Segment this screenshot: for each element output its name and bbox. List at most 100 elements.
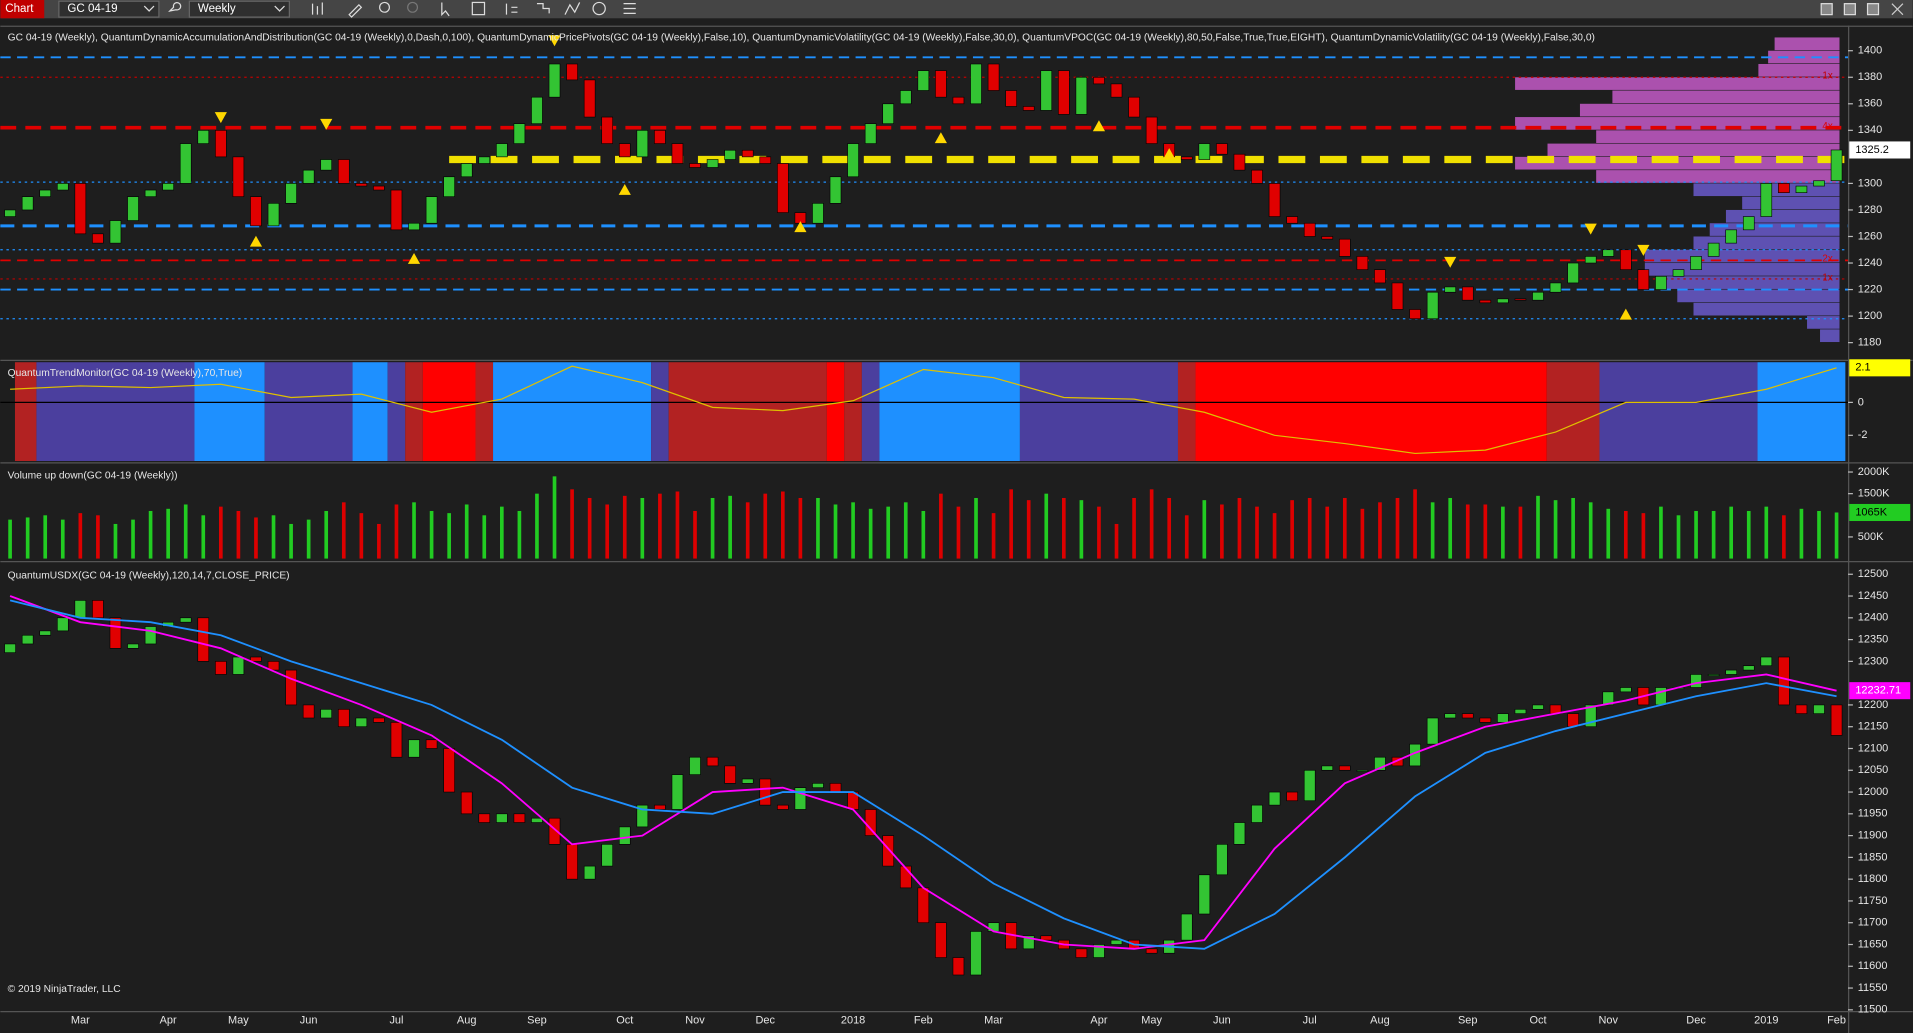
candle (302, 704, 315, 719)
level-label: 4x (1822, 121, 1832, 132)
volume-bar (236, 510, 241, 559)
properties-icon[interactable] (505, 3, 518, 15)
search-icon[interactable] (168, 2, 182, 12)
data-box-icon[interactable] (471, 1, 486, 16)
candle (127, 643, 139, 649)
level-label: 1x (1822, 272, 1832, 283)
candle (285, 669, 297, 706)
bars-icon[interactable] (311, 2, 323, 15)
maximize-button[interactable] (1866, 3, 1880, 16)
volume-bar (254, 517, 258, 559)
candle (706, 756, 719, 767)
candle (566, 63, 578, 81)
candle (777, 163, 789, 213)
candle (1532, 291, 1544, 301)
candle (847, 143, 859, 178)
last-value-box (1849, 359, 1911, 377)
candle (759, 156, 772, 164)
candle (337, 159, 350, 184)
candle (1549, 282, 1562, 293)
pointer-icon[interactable] (441, 2, 450, 17)
reload-icon[interactable] (592, 1, 606, 16)
candle (232, 156, 245, 197)
instrument-label[interactable]: GC 04-19 (67, 3, 117, 15)
candle (1795, 704, 1808, 714)
volume-bar (1606, 508, 1611, 559)
candle (812, 783, 824, 788)
candle (390, 189, 403, 231)
volume-bar (710, 497, 715, 559)
candle (1760, 183, 1773, 217)
y-tick-label: 11650 (1858, 938, 1888, 950)
candle (267, 203, 280, 227)
level-label: 2x (1822, 254, 1832, 265)
close-button[interactable] (1891, 3, 1904, 16)
candle (1760, 656, 1773, 667)
candle (583, 865, 596, 880)
candle (1461, 286, 1474, 301)
candle (1233, 153, 1246, 171)
volume-bar (1764, 506, 1769, 559)
draw-icon[interactable] (348, 4, 363, 18)
candle (1251, 804, 1263, 823)
pivot-marker (1584, 223, 1597, 235)
volume-bar (394, 504, 399, 559)
interval-label[interactable]: Weekly (198, 3, 236, 15)
candle (197, 130, 210, 144)
pivot-marker (320, 118, 333, 130)
candle (1830, 149, 1843, 182)
trend-band (36, 362, 195, 462)
volume-profile-bar (1661, 276, 1840, 289)
candle (987, 63, 1000, 91)
volume-bar (60, 519, 65, 559)
candle (1093, 944, 1105, 958)
volume-profile-bar (1758, 63, 1840, 77)
zoom-out-icon[interactable] (407, 1, 419, 13)
candle (1093, 76, 1105, 85)
x-tick-label: Dec (756, 1015, 776, 1027)
volume-bar (1465, 504, 1470, 559)
volume-bar (1290, 500, 1294, 559)
y-tick-label: 11950 (1858, 808, 1888, 820)
last-value-label: 1065K (1855, 506, 1887, 518)
instrument-select[interactable] (58, 0, 160, 18)
candle (882, 835, 894, 867)
strategies-icon[interactable] (564, 2, 581, 15)
candle (899, 90, 912, 105)
pivot-marker (1444, 256, 1457, 268)
y-tick-label: 1240 (1858, 257, 1882, 269)
minimize-button[interactable] (1820, 3, 1833, 16)
volume-bar (745, 502, 750, 559)
menu-icon[interactable] (623, 3, 636, 15)
candle (917, 887, 930, 924)
chart-tab-label[interactable]: Chart (5, 3, 34, 15)
candle (1145, 116, 1158, 144)
y-tick-label: -2 (1858, 429, 1868, 441)
candle (1584, 256, 1597, 264)
interval-select[interactable] (188, 0, 290, 18)
candle (443, 748, 455, 793)
volume-bar (1746, 510, 1751, 559)
volume-bar (289, 523, 293, 559)
candle (232, 656, 245, 675)
zoom-in-icon[interactable] (379, 1, 390, 13)
trend-band (493, 362, 652, 462)
candle (1303, 222, 1316, 237)
volume-bar (1729, 506, 1734, 559)
x-tick-label: Sep (527, 1015, 547, 1027)
chart-tab[interactable] (0, 0, 45, 19)
volume-bar (798, 497, 803, 559)
toolbar-icons[interactable] (311, 1, 1904, 18)
volume-bar (500, 506, 504, 559)
volume-bar (377, 523, 381, 559)
volume-profile-bar (1644, 249, 1840, 263)
restore-button[interactable] (1843, 3, 1856, 16)
volume-bar (1184, 515, 1189, 559)
y-tick-label: 1180 (1858, 337, 1882, 349)
y-tick-label: 1380 (1858, 71, 1882, 83)
x-tick-label: Jun (1213, 1015, 1231, 1027)
x-tick-label: Feb (1827, 1015, 1846, 1027)
volume-bar (219, 506, 223, 559)
templates-icon[interactable] (536, 3, 550, 14)
candle (109, 617, 122, 649)
